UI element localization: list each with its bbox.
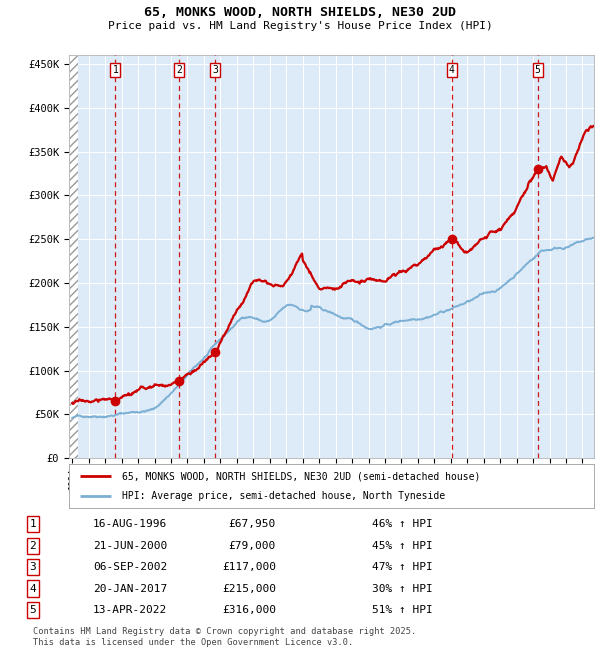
Text: 20-JAN-2017: 20-JAN-2017 <box>93 584 167 593</box>
Text: 16-AUG-1996: 16-AUG-1996 <box>93 519 167 529</box>
Text: 47% ↑ HPI: 47% ↑ HPI <box>372 562 433 572</box>
Text: HPI: Average price, semi-detached house, North Tyneside: HPI: Average price, semi-detached house,… <box>121 491 445 501</box>
Text: 51% ↑ HPI: 51% ↑ HPI <box>372 605 433 615</box>
Text: £117,000: £117,000 <box>222 562 276 572</box>
Text: £316,000: £316,000 <box>222 605 276 615</box>
Text: 13-APR-2022: 13-APR-2022 <box>93 605 167 615</box>
Text: Contains HM Land Registry data © Crown copyright and database right 2025.
This d: Contains HM Land Registry data © Crown c… <box>33 627 416 647</box>
Text: 1: 1 <box>29 519 37 529</box>
Text: 3: 3 <box>29 562 37 572</box>
Text: 1: 1 <box>112 66 118 75</box>
Text: 5: 5 <box>29 605 37 615</box>
Text: 65, MONKS WOOD, NORTH SHIELDS, NE30 2UD: 65, MONKS WOOD, NORTH SHIELDS, NE30 2UD <box>144 6 456 20</box>
Text: 45% ↑ HPI: 45% ↑ HPI <box>372 541 433 551</box>
Text: 4: 4 <box>449 66 455 75</box>
Text: Price paid vs. HM Land Registry's House Price Index (HPI): Price paid vs. HM Land Registry's House … <box>107 21 493 31</box>
Text: 4: 4 <box>29 584 37 593</box>
Text: 2: 2 <box>176 66 182 75</box>
Text: 2: 2 <box>29 541 37 551</box>
Text: 3: 3 <box>212 66 218 75</box>
Text: £215,000: £215,000 <box>222 584 276 593</box>
Bar <box>69 55 78 458</box>
Text: 5: 5 <box>535 66 541 75</box>
Text: 21-JUN-2000: 21-JUN-2000 <box>93 541 167 551</box>
Text: 46% ↑ HPI: 46% ↑ HPI <box>372 519 433 529</box>
Text: 65, MONKS WOOD, NORTH SHIELDS, NE30 2UD (semi-detached house): 65, MONKS WOOD, NORTH SHIELDS, NE30 2UD … <box>121 471 480 481</box>
Text: £79,000: £79,000 <box>229 541 276 551</box>
Text: 06-SEP-2002: 06-SEP-2002 <box>93 562 167 572</box>
Text: £67,950: £67,950 <box>229 519 276 529</box>
Text: 30% ↑ HPI: 30% ↑ HPI <box>372 584 433 593</box>
